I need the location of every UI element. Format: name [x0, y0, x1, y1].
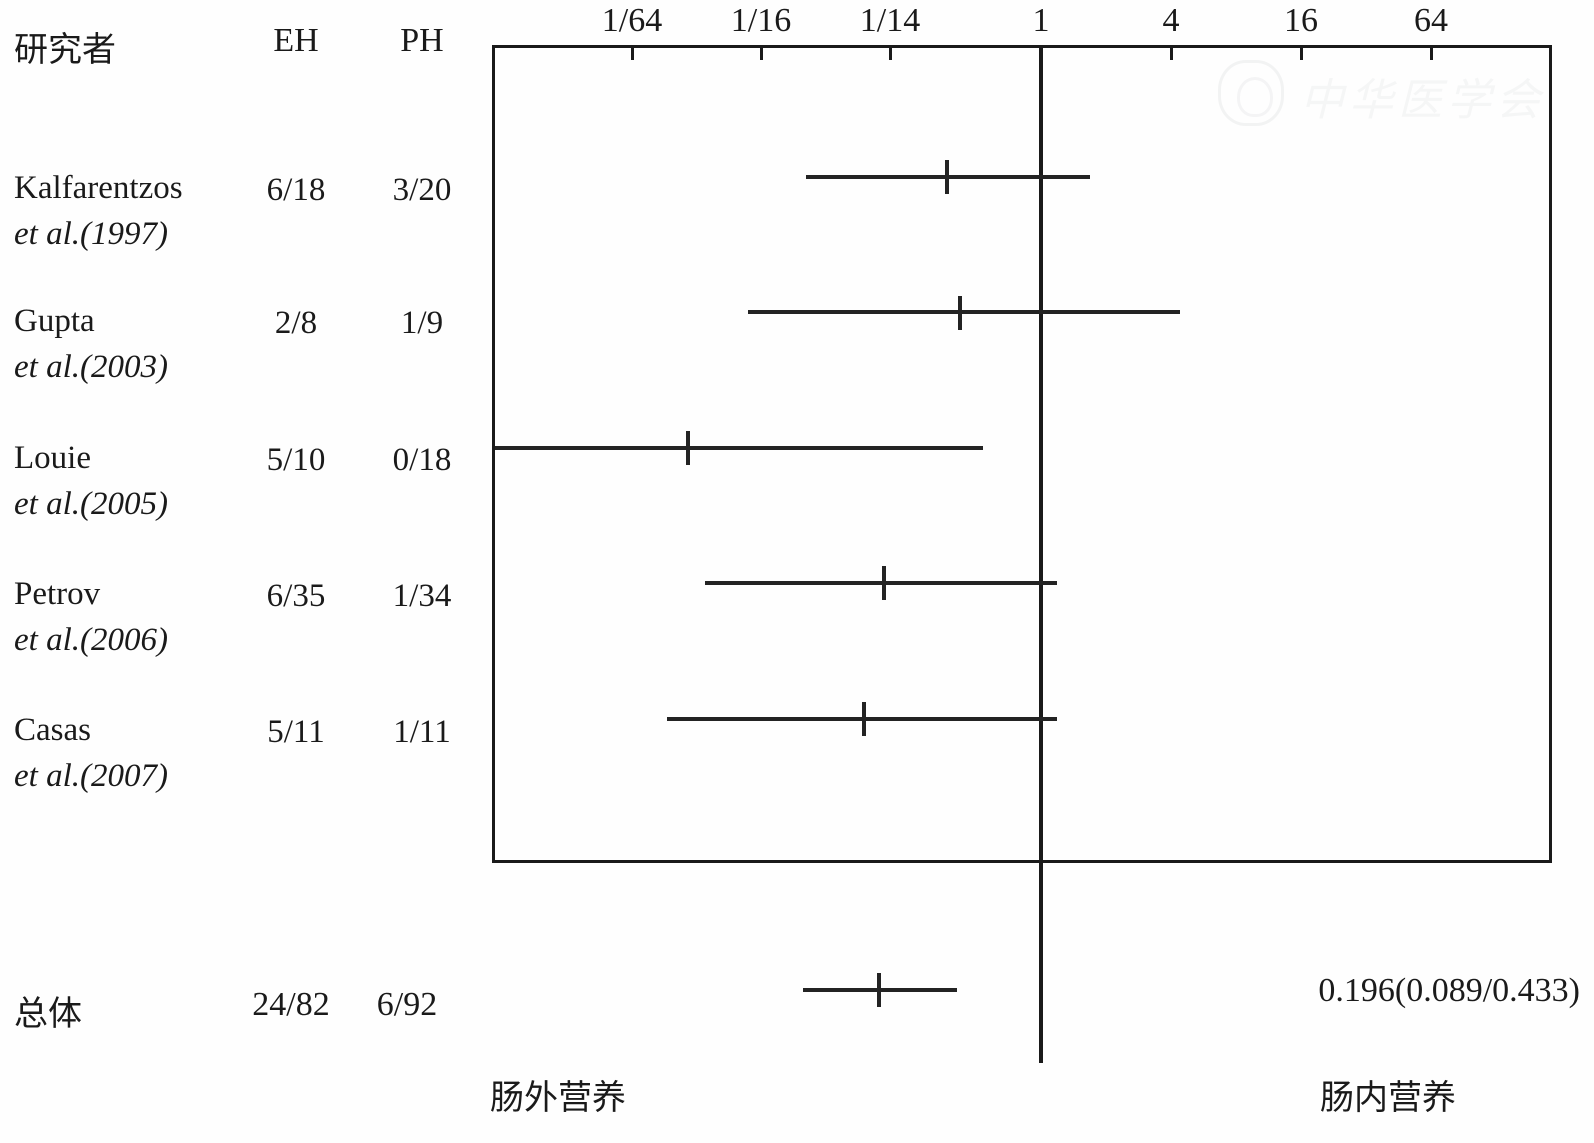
pooled-estimate-value: 0.196(0.089/0.433)	[1318, 972, 1580, 1009]
axis-tick-label: 1/14	[859, 2, 921, 39]
study-name-line1: Gupta	[14, 303, 95, 339]
axis-tick-label: 16	[1284, 2, 1318, 39]
study-eh-value: 5/10	[266, 442, 326, 478]
point-estimate-marker	[882, 566, 886, 600]
axis-tick-label: 1/16	[730, 2, 792, 39]
study-ph-value: 0/18	[392, 442, 452, 478]
study-name-line2: et al.(2003)	[14, 349, 168, 385]
null-effect-line	[1039, 45, 1043, 1063]
total-eh-value: 24/82	[252, 986, 330, 1023]
axis-tick-label: 1/64	[601, 2, 663, 39]
column-header-study: 研究者	[14, 32, 116, 69]
axis-tick-label: 64	[1414, 2, 1448, 39]
axis-tick-label: 1	[1032, 2, 1050, 39]
study-name: Gupta et al.(2003)	[14, 305, 254, 384]
axis-tick-mark	[631, 45, 634, 60]
point-estimate-marker	[945, 160, 949, 194]
ci-line	[705, 581, 1057, 585]
axis-tick-mark	[1430, 45, 1433, 60]
axis-tick-label: 4	[1162, 2, 1180, 39]
study-name: Louie et al.(2005)	[14, 442, 254, 521]
study-name-line1: Louie	[14, 440, 91, 476]
column-header-eh: EH	[273, 22, 319, 59]
study-name: Casas et al.(2007)	[14, 714, 254, 793]
study-name-line1: Petrov	[14, 576, 101, 612]
axis-label-right: 肠内营养	[1320, 1080, 1456, 1117]
ci-line	[748, 310, 1180, 314]
study-name-line1: Kalfarentzos	[14, 170, 183, 206]
axis-tick-mark	[760, 45, 763, 60]
study-ph-value: 1/34	[392, 578, 452, 614]
study-eh-value: 6/18	[266, 172, 326, 208]
study-ph-value: 1/11	[393, 714, 451, 750]
total-label: 总体	[14, 996, 82, 1033]
axis-tick-mark	[889, 45, 892, 60]
point-estimate-marker	[686, 431, 690, 465]
study-name-line2: et al.(1997)	[14, 216, 168, 252]
axis-tick-mark	[1170, 45, 1173, 60]
point-estimate-marker	[862, 702, 866, 736]
study-name-line2: et al.(2006)	[14, 622, 168, 658]
overall-point-estimate-marker	[877, 973, 881, 1007]
study-ph-value: 3/20	[392, 172, 452, 208]
total-ph-value: 6/92	[376, 986, 438, 1023]
study-name-line1: Casas	[14, 712, 91, 748]
study-name-line2: et al.(2005)	[14, 486, 168, 522]
point-estimate-marker	[958, 296, 962, 330]
study-eh-value: 2/8	[274, 305, 318, 341]
study-name: Petrov et al.(2006)	[14, 578, 254, 657]
plot-frame	[492, 45, 1552, 863]
study-eh-value: 6/35	[266, 578, 326, 614]
ci-line	[495, 446, 983, 450]
study-name: Kalfarentzos et al.(1997)	[14, 172, 254, 251]
study-name-line2: et al.(2007)	[14, 758, 168, 794]
column-header-ph: PH	[400, 22, 444, 59]
study-eh-value: 5/11	[267, 714, 325, 750]
axis-tick-mark	[1300, 45, 1303, 60]
axis-label-left: 肠外营养	[490, 1080, 626, 1117]
study-ph-value: 1/9	[400, 305, 444, 341]
